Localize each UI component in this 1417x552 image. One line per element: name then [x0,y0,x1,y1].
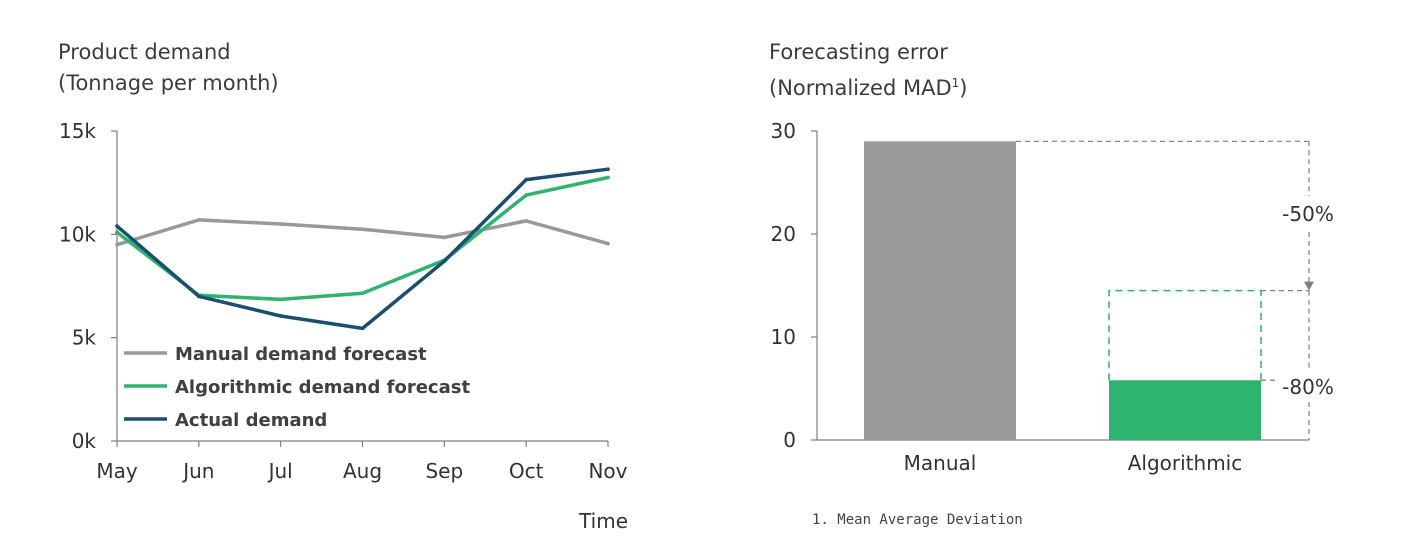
y-tick-label: 0 [783,428,796,452]
data-point-actual-demand [360,326,365,331]
data-point-manual-demand-forecast [197,218,201,222]
series-line-manual-demand-forecast [115,218,610,247]
bar-chart-title: Forecasting error (Normalized MAD1) [769,37,967,104]
data-point-actual-demand [442,259,447,264]
x-axis-title: Time [578,509,628,533]
data-point-algorithmic-demand-forecast [606,175,610,180]
y-tick-label: 30 [771,119,796,143]
data-point-manual-demand-forecast [442,235,447,240]
data-point-actual-demand [278,314,283,318]
projected-bar-outline [1108,289,1262,381]
data-point-manual-demand-forecast [115,242,119,247]
line-chart: 0k 5k 10k 15k May Jun Jul Aug Sep Oct Nov Time Manua… [59,119,628,533]
legend-label: Algorithmic demand forecast [175,377,470,398]
series-line-algorithmic-demand-forecast [115,175,610,302]
legend-label: Actual demand [175,410,327,431]
footnote-marker: 1 [951,76,960,90]
data-point-manual-demand-forecast [360,227,365,231]
data-point-manual-demand-forecast [278,222,283,226]
bar-chart-subtitle: (Normalized MAD1) [769,68,967,104]
bar-algorithmic [1109,380,1261,440]
line-chart-title: Product demand (Tonnage per month) [58,37,279,99]
legend-label: Manual demand forecast [175,344,427,365]
footnote: 1. Mean Average Deviation [812,512,1023,528]
data-point-manual-demand-forecast [524,219,528,223]
data-point-actual-demand [115,224,119,228]
data-point-algorithmic-demand-forecast [360,291,365,296]
x-tick-label: Oct [509,459,544,483]
bar-manual [864,141,1016,441]
y-tick-label: 10k [59,222,96,246]
bar-chart-subtitle-end: ) [959,76,968,100]
change-label-80: -80% [1282,375,1334,399]
data-point-actual-demand [524,177,528,182]
line-chart-title-text: Product demand [58,40,231,64]
x-tick-label: Aug [343,459,382,483]
x-tick-label: Jun [181,459,214,483]
bar-chart-title-text: Forecasting error [769,40,948,64]
x-tick-label: Jul [267,459,293,483]
x-tick-label: Algorithmic [1128,451,1243,475]
x-tick-label: May [96,459,138,483]
data-point-algorithmic-demand-forecast [278,297,283,302]
y-tick-label: 15k [59,119,96,143]
data-point-algorithmic-demand-forecast [115,230,119,235]
bar-chart-subtitle-text: (Normalized MAD [769,76,952,100]
data-point-algorithmic-demand-forecast [524,193,528,197]
y-tick-label: 0k [72,429,97,453]
x-tick-label: Sep [425,459,463,483]
data-point-actual-demand [606,167,610,172]
x-tick-label: Nov [588,459,627,483]
x-tick-label: Manual [904,451,977,475]
y-tick-label: 5k [72,326,97,350]
change-label-50: -50% [1282,202,1334,226]
line-chart-subtitle: (Tonnage per month) [58,71,279,95]
bar-chart: 0 10 20 30 Manual Algorithmic -50% -80% 1. Mean … [771,119,1334,528]
data-point-manual-demand-forecast [606,241,610,246]
y-tick-label: 20 [771,222,796,246]
data-point-actual-demand [197,294,201,299]
y-tick-label: 10 [771,325,796,349]
arrow-50-head [1304,281,1314,291]
